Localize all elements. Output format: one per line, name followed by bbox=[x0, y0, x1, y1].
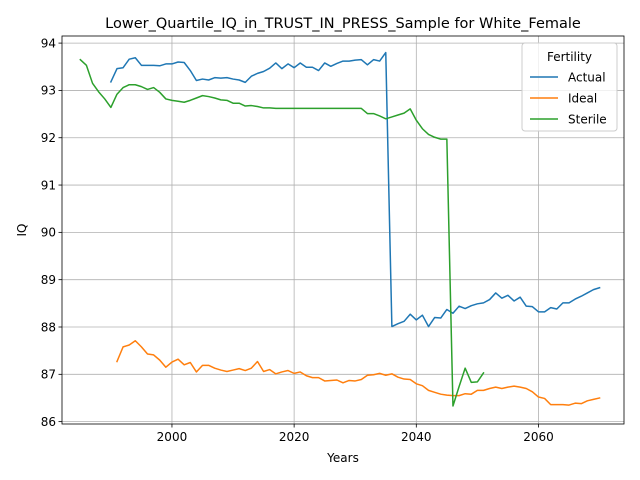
y-tick-label: 89 bbox=[41, 273, 56, 287]
series-line-actual bbox=[109, 51, 601, 328]
y-tick-label: 92 bbox=[41, 131, 56, 145]
y-tick-label: 91 bbox=[41, 178, 56, 192]
y-axis-ticks: 86 87 88 89 90 91 92 93 94 bbox=[41, 36, 62, 429]
y-tick-label: 86 bbox=[41, 415, 56, 429]
series-lines bbox=[79, 51, 601, 407]
legend-title: Fertility bbox=[547, 50, 592, 64]
legend-label-ideal: Ideal bbox=[568, 91, 597, 105]
legend-box bbox=[521, 42, 618, 132]
y-tick-label: 94 bbox=[41, 36, 56, 50]
x-tick-label: 2040 bbox=[401, 430, 432, 444]
y-tick-label: 88 bbox=[41, 320, 56, 334]
legend-entries: Actual Ideal Sterile bbox=[530, 70, 607, 126]
y-tick-label: 93 bbox=[41, 84, 56, 98]
x-tick-label: 2020 bbox=[279, 430, 310, 444]
x-tick-label: 2000 bbox=[157, 430, 188, 444]
x-tick-label: 2060 bbox=[523, 430, 554, 444]
gridlines bbox=[62, 36, 624, 424]
legend: Fertility Actual Ideal Sterile bbox=[521, 42, 618, 132]
y-tick-label: 87 bbox=[41, 368, 56, 382]
plot-area-frame bbox=[61, 35, 625, 425]
series-line-ideal bbox=[115, 339, 601, 406]
series-line-sterile bbox=[79, 58, 485, 407]
legend-label-actual: Actual bbox=[568, 70, 606, 84]
x-axis-label: Years bbox=[326, 451, 359, 465]
chart-title: Lower_Quartile_IQ_in_TRUST_IN_PRESS_Samp… bbox=[105, 16, 581, 32]
legend-label-sterile: Sterile bbox=[568, 112, 607, 126]
x-axis-ticks: 2000 2020 2040 2060 bbox=[157, 424, 554, 444]
y-tick-label: 90 bbox=[41, 226, 56, 240]
y-axis-label: IQ bbox=[15, 224, 29, 237]
